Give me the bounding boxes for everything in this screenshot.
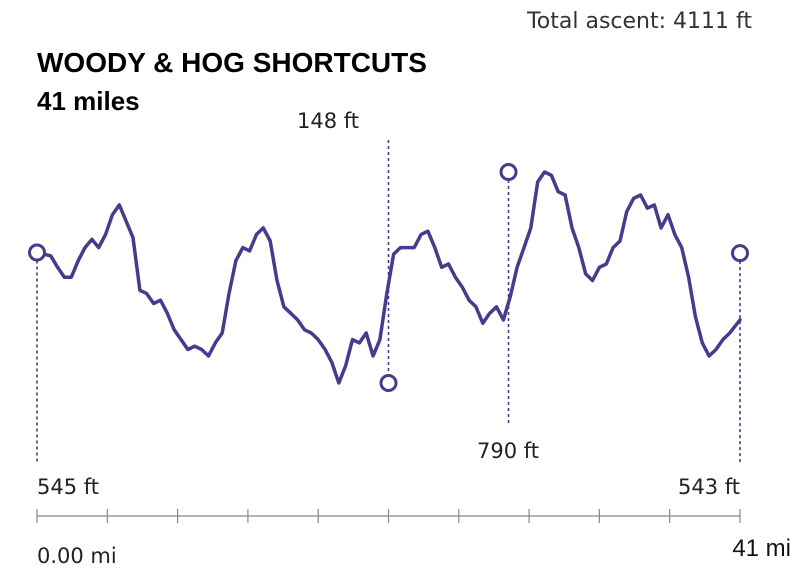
x-start-label: 0.00 mi [37, 544, 117, 568]
distance-axis [36, 509, 741, 523]
elevation-line [35, 170, 742, 385]
elevation-marker [499, 163, 518, 181]
elevation-marker [379, 374, 398, 392]
chart-title: WOODY & HOG SHORTCUTS [37, 47, 427, 78]
elevation-label: 543 ft [678, 475, 740, 499]
total-ascent: Total ascent: 4111 ft [527, 9, 752, 34]
marker-guides [36, 140, 741, 462]
elevation-label: 148 ft [297, 109, 359, 133]
elevation-labels: 545 ft 148 ft 790 ft 543 ft [37, 109, 740, 499]
x-end-label: 41 mi [732, 535, 791, 562]
elevation-marker [731, 244, 749, 263]
elevation-markers [28, 163, 749, 392]
elevation-marker [28, 243, 46, 262]
elevation-label: 545 ft [37, 475, 99, 499]
chart-subtitle: 41 miles [37, 86, 140, 116]
elevation-label: 790 ft [477, 439, 539, 463]
